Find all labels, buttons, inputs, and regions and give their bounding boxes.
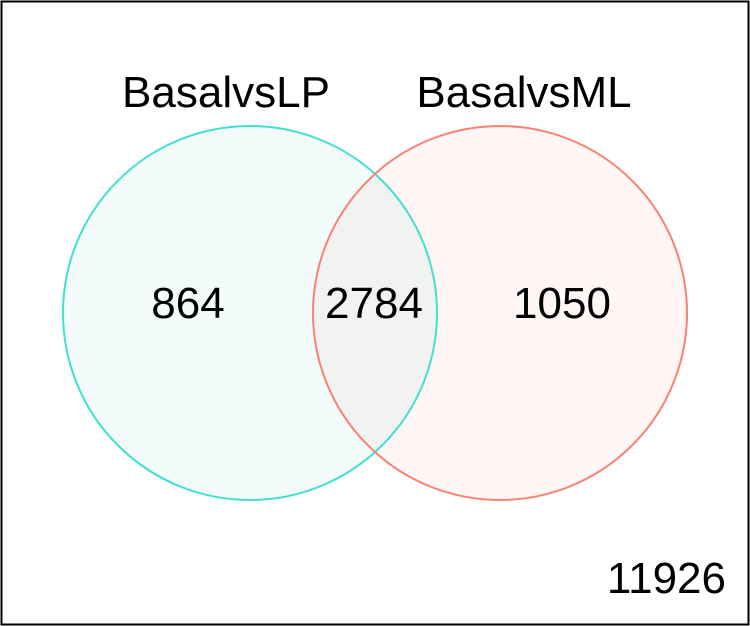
set-b-label: BasalvsML (416, 68, 631, 117)
set-a-label: BasalvsLP (122, 68, 330, 117)
intersection-fill (313, 126, 437, 500)
outside-count: 11926 (607, 554, 726, 603)
set-b-circle (312, 125, 688, 501)
set-a-circle (62, 125, 438, 501)
intersection-count: 2784 (325, 279, 423, 328)
set-a-only-count: 864 (151, 279, 224, 328)
set-b-only-count: 1050 (513, 279, 611, 328)
